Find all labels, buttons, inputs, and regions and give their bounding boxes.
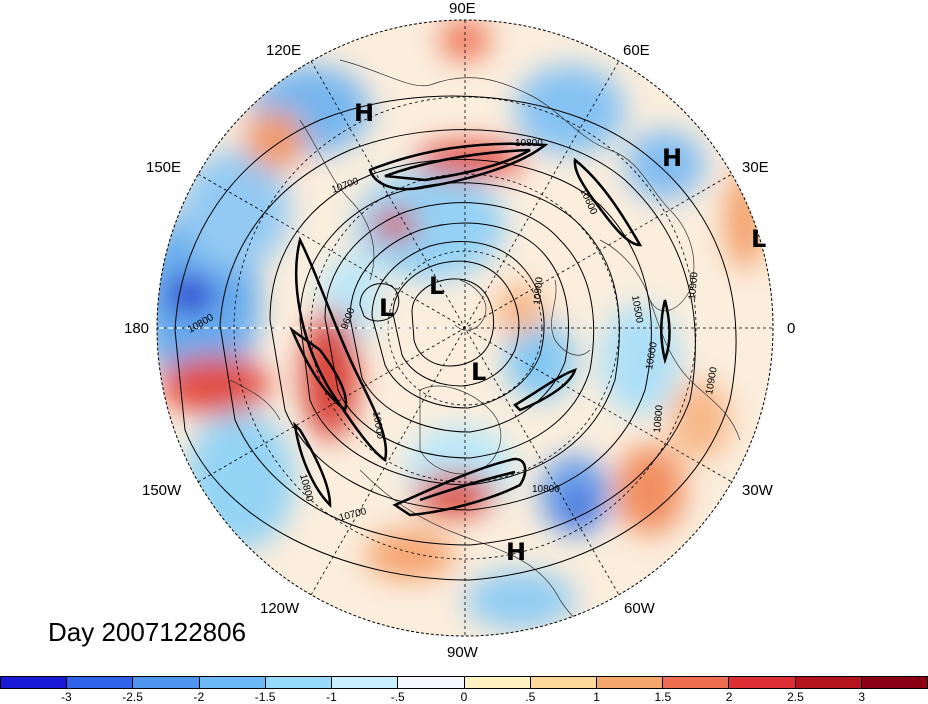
contour-label: 10800 — [515, 138, 543, 149]
colorbar-tick-label: -1.5 — [254, 690, 276, 704]
anomaly-field — [157, 20, 773, 636]
colorbar-swatch — [199, 677, 266, 688]
colorbar-swatch — [596, 677, 664, 688]
contour-label: 10600 — [644, 341, 660, 371]
colorbar-swatch — [530, 677, 597, 688]
pressure-center-label: L — [751, 225, 766, 253]
date-label: Day 2007122806 — [48, 617, 247, 647]
pressure-center-label: L — [471, 358, 486, 386]
colorbar-swatch — [464, 677, 531, 688]
colorbar-tick-label: -1 — [326, 690, 337, 704]
lon-label-30w: 30W — [742, 482, 773, 499]
contour-label: 10000 — [370, 411, 386, 441]
lon-label-0: 0 — [787, 320, 796, 337]
colorbar-tick-label: 2.5 — [787, 690, 804, 704]
colorbar-tick-label: -2.5 — [122, 690, 143, 704]
coastlines — [229, 59, 741, 631]
colorbar-tick-label: 0 — [460, 690, 468, 704]
lon-label-120w: 120W — [260, 600, 300, 617]
colorbar-swatch — [729, 677, 796, 688]
pressure-centers: H H L L L L H — [354, 99, 766, 566]
colorbar-tick-label: .5 — [525, 690, 536, 704]
lon-label-180: 180 — [124, 320, 150, 337]
contour-label: 10800 — [532, 484, 560, 495]
pressure-center-label: H — [354, 99, 374, 127]
lon-label-150w: 150W — [142, 482, 182, 499]
colorbar-swatch — [265, 677, 333, 688]
contour-label: 10900 — [704, 366, 720, 396]
colorbar-swatch — [795, 677, 862, 688]
lon-label-90w: 90W — [447, 644, 478, 661]
colorbar-swatch — [861, 677, 928, 688]
colorbar-tick-label: -2 — [193, 690, 205, 704]
map-boundary — [156, 19, 774, 637]
colorbar-tick-label: 1 — [593, 690, 600, 704]
colorbar-swatch — [663, 677, 730, 688]
lon-label-120e: 120E — [266, 42, 302, 59]
colorbar — [0, 676, 928, 689]
colorbar-swatch — [133, 677, 200, 688]
contour-labels: 10800 10700 10600 10500 9600 10000 10800… — [186, 138, 720, 524]
lon-label-60e: 60E — [623, 42, 650, 59]
pressure-center-label: H — [662, 144, 682, 172]
colorbar-tick-label: 2 — [725, 690, 733, 704]
colorbar-swatch — [398, 677, 465, 688]
contour-label: 10500 — [629, 295, 645, 325]
lon-label-60w: 60W — [624, 600, 655, 617]
colorbar-tick-label: 1.5 — [654, 690, 672, 704]
colorbar-tick-label: -.5 — [390, 690, 405, 704]
colorbar-swatch — [332, 677, 399, 688]
contour-label: 10900 — [532, 276, 545, 305]
pressure-center-label: L — [379, 294, 394, 322]
contour-label: 10800 — [652, 404, 665, 433]
height-contours — [174, 95, 737, 581]
pressure-center-label: H — [506, 538, 526, 566]
colorbar-tick-label: 3 — [858, 690, 866, 704]
jet-contours — [289, 142, 671, 517]
lon-label-30e: 30E — [742, 159, 769, 176]
colorbar-tick-label: -3 — [60, 690, 72, 704]
pressure-center-label: L — [429, 272, 444, 300]
colorbar-swatch — [1, 677, 68, 688]
lon-label-150e: 150E — [146, 159, 182, 176]
lon-label-90e: 90E — [449, 0, 476, 17]
contour-label: 10900 — [687, 271, 700, 300]
colorbar-swatch — [67, 677, 134, 688]
